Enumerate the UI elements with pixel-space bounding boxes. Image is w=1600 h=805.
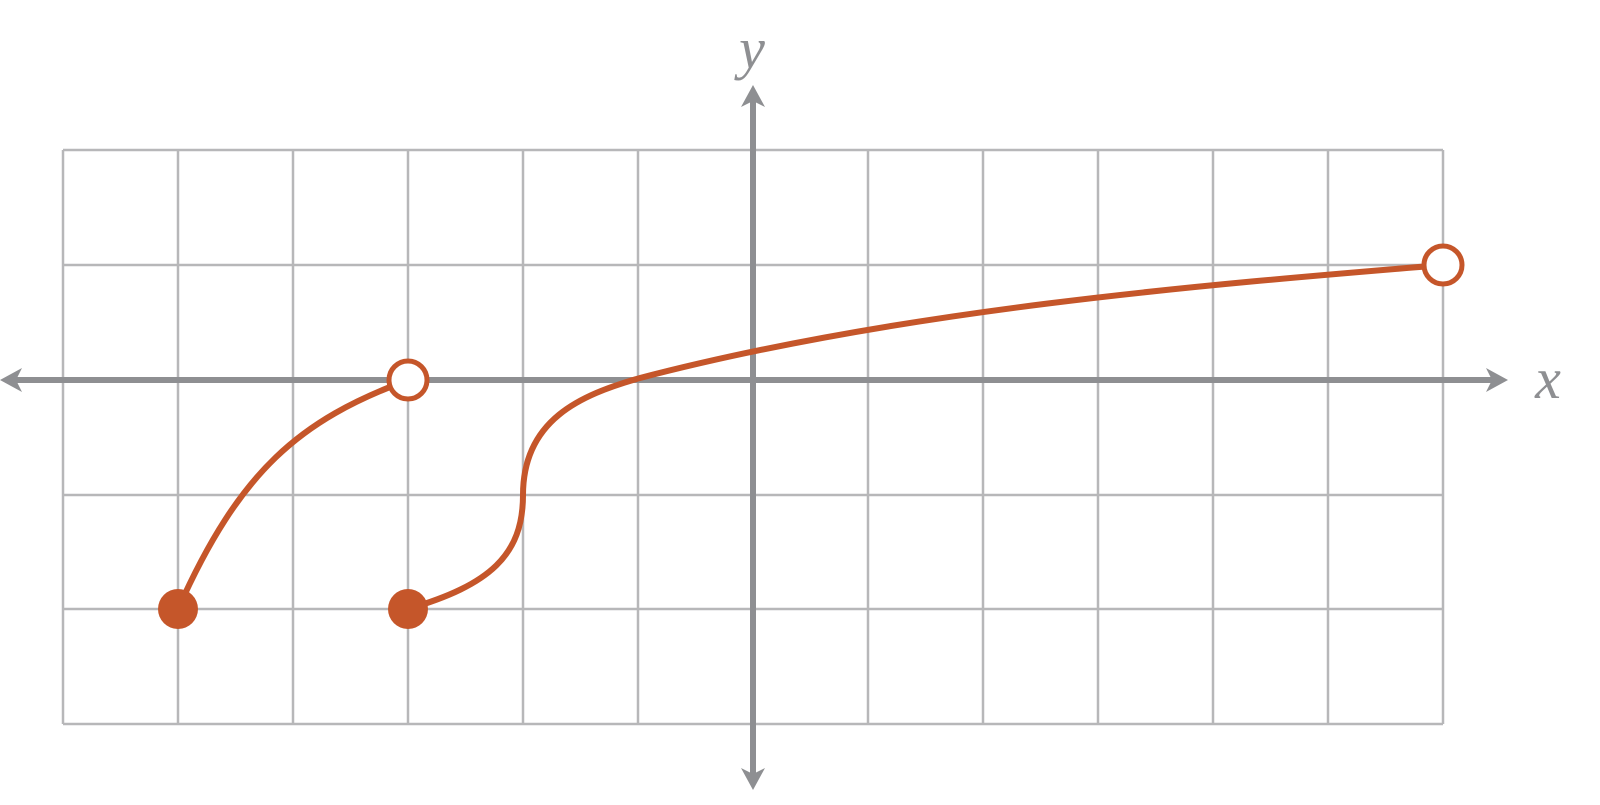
- open-point: [386, 358, 430, 402]
- curve-piece: [175, 377, 411, 612]
- curve-piece: [405, 262, 1446, 612]
- closed-point: [158, 589, 198, 629]
- x-axis-label: x: [1534, 346, 1561, 411]
- axes: [0, 85, 1508, 790]
- open-point: [1421, 243, 1465, 287]
- closed-point: [388, 589, 428, 629]
- y-axis-label: y: [734, 16, 765, 81]
